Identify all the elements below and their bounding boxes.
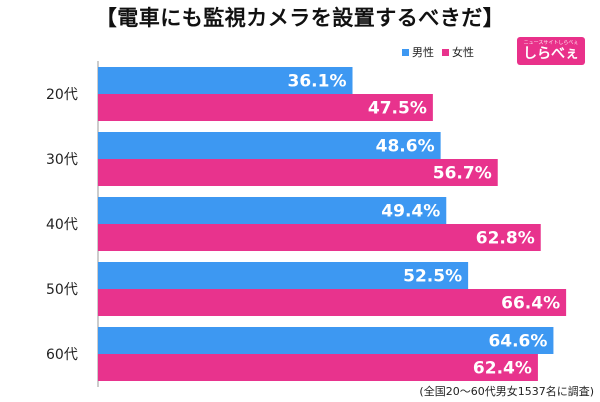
category-label: 30代 bbox=[46, 152, 78, 168]
legend-swatch-male bbox=[402, 48, 409, 56]
bar-female bbox=[98, 159, 498, 186]
data-label-female: 62.8% bbox=[476, 229, 535, 249]
legend-item-female: 女性 bbox=[442, 44, 474, 60]
brand-logo: ニュースサイトしらべぇ しらべぇ bbox=[517, 37, 585, 65]
logo-name: しらべぇ bbox=[523, 46, 579, 62]
data-label-male: 64.6% bbox=[488, 332, 547, 352]
bar-male bbox=[98, 197, 447, 224]
data-label-female: 62.4% bbox=[473, 359, 532, 379]
legend-item-male: 男性 bbox=[402, 44, 434, 60]
bar-male bbox=[98, 262, 469, 289]
category-label: 50代 bbox=[46, 282, 78, 298]
data-label-male: 48.6% bbox=[376, 137, 435, 157]
category-label: 60代 bbox=[46, 347, 78, 363]
bar-male bbox=[98, 67, 353, 94]
bar-female bbox=[98, 354, 538, 381]
logo-tagline: ニュースサイトしらべぇ bbox=[523, 40, 579, 46]
legend-label-female: 女性 bbox=[452, 46, 474, 59]
legend-label-male: 男性 bbox=[412, 46, 434, 59]
bar-female bbox=[98, 94, 433, 121]
data-label-female: 47.5% bbox=[368, 99, 427, 119]
category-label: 20代 bbox=[46, 87, 78, 103]
legend: 男性 女性 bbox=[402, 44, 474, 60]
data-label-male: 49.4% bbox=[381, 202, 440, 222]
bar-female bbox=[98, 224, 541, 251]
footnote: (全国20〜60代男女1537名に調査) bbox=[419, 385, 594, 398]
data-label-female: 66.4% bbox=[501, 294, 560, 314]
category-label: 40代 bbox=[46, 217, 78, 233]
legend-swatch-female bbox=[442, 48, 449, 56]
data-label-female: 56.7% bbox=[433, 164, 492, 184]
bar-male bbox=[98, 327, 554, 354]
data-label-male: 36.1% bbox=[288, 72, 347, 92]
chart-title: 【電車にも監視カメラを設置するべきだ】 bbox=[95, 6, 505, 30]
bar-male bbox=[98, 132, 441, 159]
data-label-male: 52.5% bbox=[403, 267, 462, 287]
bar-female bbox=[98, 289, 567, 316]
